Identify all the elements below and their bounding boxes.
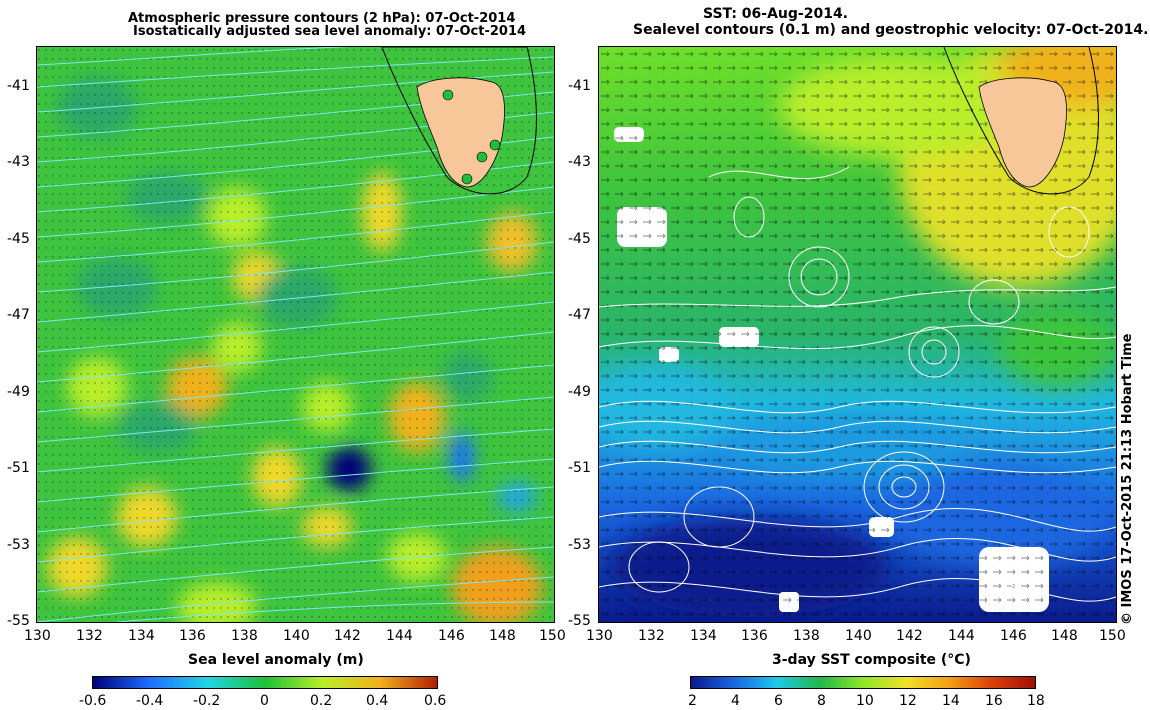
right-colorbar-tick: 8 [817,693,826,709]
right-y-tick: -41 [568,78,591,94]
right-x-tick: 132 [638,628,665,644]
right-x-tick: 130 [586,628,613,644]
left-x-tick: 146 [438,628,465,644]
left-colorbar-tick: 0.2 [310,693,333,709]
left-colorbar-tick: 0.4 [366,693,389,709]
right-y-tick: -45 [568,231,591,247]
right-x-tick: 136 [741,628,768,644]
right-colorbar-tick: 12 [899,693,917,709]
left-x-tick: 134 [128,628,155,644]
left-x-tick: 136 [179,628,206,644]
right-x-tick: 140 [845,628,872,644]
left-title-line1: Atmospheric pressure contours (2 hPa): 0… [128,11,516,26]
right-y-tick: -53 [568,537,591,553]
left-x-tick: 130 [24,628,51,644]
left-x-tick: 140 [283,628,310,644]
right-y-tick: -43 [568,154,591,170]
left-y-tick: -43 [7,154,30,170]
sst-colorbar [690,676,1036,689]
left-colorbar-tick: -0.6 [79,693,107,709]
left-colorbar-tick: -0.2 [193,693,221,709]
right-title-line2: Sealevel contours (0.1 m) and geostrophi… [633,22,1149,38]
left-y-tick: -41 [7,78,30,94]
left-x-tick: 142 [334,628,361,644]
sst-map [598,46,1117,623]
right-y-tick: -49 [568,384,591,400]
tasmania-landmass-right [943,47,1099,195]
left-x-tick: 150 [539,628,566,644]
left-colorbar-tick: -0.4 [136,693,164,709]
right-x-tick: 142 [896,628,923,644]
right-y-tick: -47 [568,307,591,323]
sea-level-contours [599,166,1116,602]
left-title-line2: Isostatically adjusted sea level anomaly… [133,24,527,39]
right-colorbar-tick: 10 [856,693,874,709]
right-x-tick: 150 [1099,628,1126,644]
left-y-tick: -47 [7,307,30,323]
right-title-line1: SST: 06-Aug-2014. [703,6,849,22]
left-x-tick: 148 [489,628,516,644]
right-colorbar-tick: 18 [1027,693,1045,709]
left-x-tick: 132 [76,628,103,644]
left-colorbar-tick: 0.6 [424,693,447,709]
left-y-tick: -51 [7,460,30,476]
right-x-tick: 148 [1051,628,1078,644]
left-y-tick: -45 [7,231,30,247]
left-y-tick: -53 [7,537,30,553]
right-colorbar-tick: 2 [688,693,697,709]
right-x-tick: 146 [1000,628,1027,644]
tasmania-landmass [381,47,537,195]
right-y-tick: -55 [568,613,591,629]
left-x-tick: 144 [386,628,413,644]
sea-level-colorbar [92,676,438,689]
copyright-notice: © IMOS 17-Oct-2015 21:13 Hobart Time [1120,333,1135,625]
right-colorbar-tick: 4 [731,693,740,709]
pressure-contours [37,47,554,622]
right-colorbar-tick: 6 [774,693,783,709]
left-x-tick: 138 [231,628,258,644]
right-x-tick: 134 [690,628,717,644]
sea-level-anomaly-map [36,46,555,623]
right-colorbar-tick: 14 [942,693,960,709]
left-y-tick: -49 [7,384,30,400]
left-y-tick: -55 [7,613,30,629]
right-y-tick: -51 [568,460,591,476]
right-x-tick: 144 [948,628,975,644]
left-colorbar-label: Sea level anomaly (m) [188,652,364,668]
right-colorbar-tick: 16 [985,693,1003,709]
left-colorbar-tick: 0 [260,693,269,709]
right-colorbar-label: 3-day SST composite (°C) [772,652,971,668]
right-x-tick: 138 [793,628,820,644]
